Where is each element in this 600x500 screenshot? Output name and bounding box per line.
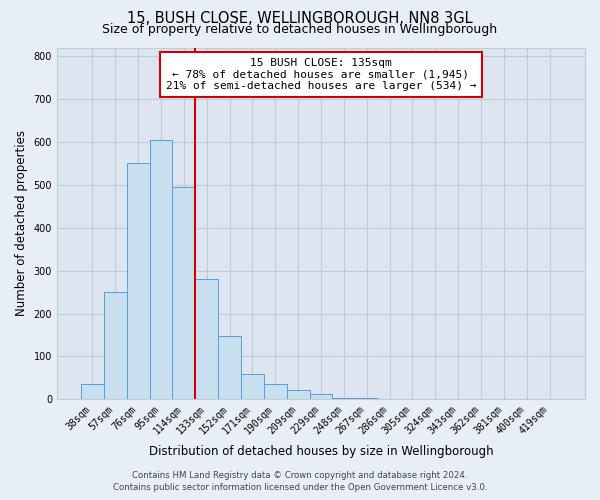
Bar bbox=[218, 336, 241, 400]
Bar bbox=[355, 398, 378, 400]
Bar bbox=[332, 398, 355, 400]
Bar bbox=[241, 374, 264, 400]
Bar bbox=[172, 187, 195, 400]
Bar bbox=[264, 384, 287, 400]
Bar bbox=[287, 390, 310, 400]
Bar bbox=[149, 140, 172, 400]
X-axis label: Distribution of detached houses by size in Wellingborough: Distribution of detached houses by size … bbox=[149, 444, 493, 458]
Bar bbox=[104, 292, 127, 400]
Y-axis label: Number of detached properties: Number of detached properties bbox=[15, 130, 28, 316]
Text: 15 BUSH CLOSE: 135sqm
← 78% of detached houses are smaller (1,945)
21% of semi-d: 15 BUSH CLOSE: 135sqm ← 78% of detached … bbox=[166, 58, 476, 92]
Bar bbox=[127, 164, 149, 400]
Bar bbox=[310, 394, 332, 400]
Text: Size of property relative to detached houses in Wellingborough: Size of property relative to detached ho… bbox=[103, 23, 497, 36]
Bar bbox=[81, 384, 104, 400]
Bar bbox=[195, 279, 218, 400]
Text: Contains HM Land Registry data © Crown copyright and database right 2024.
Contai: Contains HM Land Registry data © Crown c… bbox=[113, 471, 487, 492]
Text: 15, BUSH CLOSE, WELLINGBOROUGH, NN8 3GL: 15, BUSH CLOSE, WELLINGBOROUGH, NN8 3GL bbox=[127, 11, 473, 26]
